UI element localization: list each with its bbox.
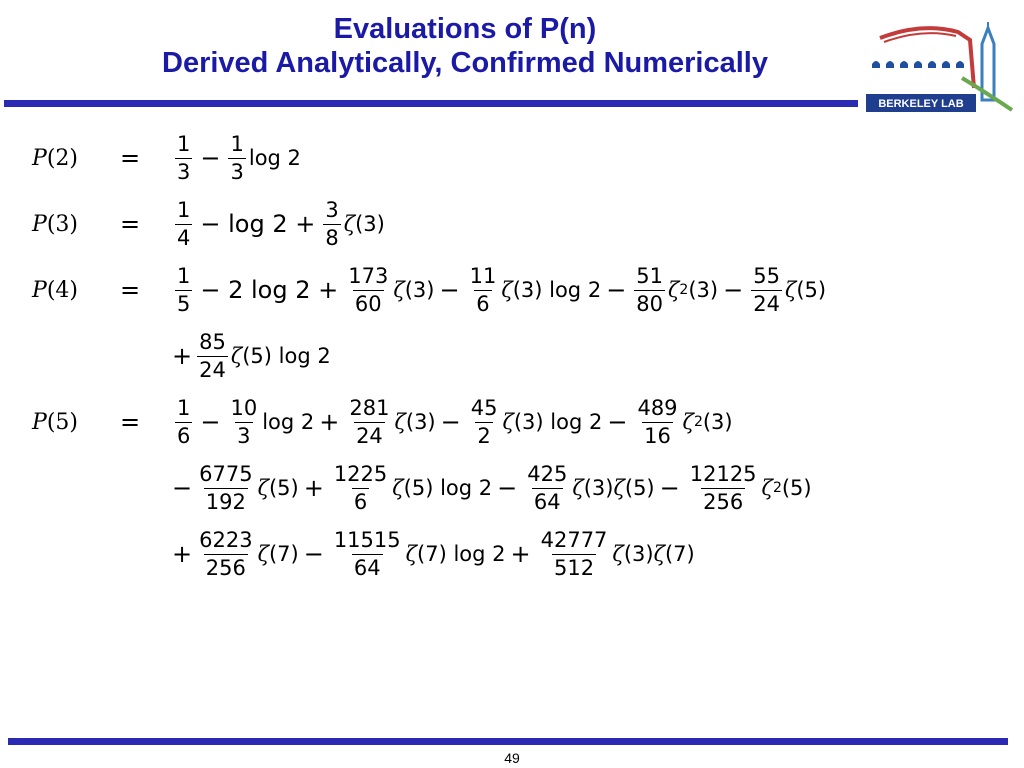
fraction: 45 2 <box>470 395 498 448</box>
zeta-symbol: ζ <box>682 410 694 434</box>
fraction: 425 64 <box>527 461 568 514</box>
equation-arg: (5) <box>46 409 78 435</box>
log-term: log 2 <box>262 410 315 434</box>
zeta-arg: (3) <box>355 212 385 236</box>
equation-arg: (2) <box>46 145 78 171</box>
equation-lhs: P (2) <box>32 126 122 190</box>
fraction: 11 6 <box>469 263 497 316</box>
zeta-symbol: ζ <box>394 410 406 434</box>
operator: − <box>440 408 461 436</box>
fraction: 1225 6 <box>333 461 388 514</box>
operator: + <box>319 408 340 436</box>
fraction: 11515 64 <box>333 527 401 580</box>
equation-rhs: + 85 24 ζ (5) log 2 <box>172 329 331 382</box>
symbol-p: P <box>32 211 47 237</box>
zeta-symbol: ζ <box>343 212 356 236</box>
page-number: 49 <box>504 750 520 766</box>
fraction: 55 24 <box>751 263 782 316</box>
slide-title: Evaluations of P(n) Derived Analytically… <box>0 12 930 80</box>
equals-sign: = <box>120 210 141 238</box>
equation-arg: (3) <box>46 211 78 237</box>
fraction: 6223 256 <box>199 527 253 580</box>
symbol-p: P <box>32 409 47 435</box>
zeta-symbol: ζ <box>784 278 797 302</box>
operator: − <box>606 276 627 304</box>
title-line-2: Derived Analytically, Confirmed Numerica… <box>162 47 768 79</box>
operator: − <box>607 408 628 436</box>
symbol-p: P <box>32 277 47 303</box>
operator: − <box>200 408 221 436</box>
equals-sign: = <box>120 144 141 172</box>
title-line-1: Evaluations of P(n) <box>333 13 597 45</box>
log-term: log 2 <box>248 146 301 170</box>
operator: − <box>497 474 518 502</box>
equation-rhs: + 6223 256 ζ (7) − 11515 64 ζ (7) log 2 + 42… <box>172 527 695 580</box>
operator: − log 2 + <box>200 210 316 238</box>
fraction: 173 60 <box>348 263 389 316</box>
operator: − <box>172 474 193 502</box>
equation-lhs: P (5) <box>32 390 122 454</box>
operator: − <box>659 474 680 502</box>
operator: − <box>200 144 221 172</box>
operator: + <box>303 474 324 502</box>
zeta-symbol: ζ <box>257 542 269 566</box>
operator: − <box>439 276 460 304</box>
zeta-symbol: ζ <box>257 476 269 500</box>
operator: − <box>303 540 324 568</box>
zeta-symbol: ζ <box>230 344 243 368</box>
symbol-p: P <box>32 145 47 171</box>
operator: + <box>172 540 193 568</box>
equation-lhs: P (3) <box>32 192 122 256</box>
zeta-symbol: ζ <box>761 476 773 500</box>
fraction: 281 24 <box>349 395 390 448</box>
logo-text: BERKELEY LAB <box>878 98 963 110</box>
zeta-symbol: ζ <box>393 278 405 302</box>
fraction: 42777 512 <box>540 527 608 580</box>
footer-rule <box>8 738 1008 745</box>
equation-rhs: − 6775 192 ζ (5) + 1225 6 ζ (5) log 2 − 425 6… <box>172 461 812 514</box>
equation-lhs: P (4) <box>32 258 122 322</box>
zeta-symbol: ζ <box>502 410 514 434</box>
berkeley-lab-logo: BERKELEY LAB <box>866 22 1014 112</box>
fraction: 12125 256 <box>689 461 757 514</box>
header-rule <box>4 100 858 107</box>
fraction: 489 16 <box>637 395 678 448</box>
fraction: 51 80 <box>634 263 666 316</box>
zeta-symbol: ζ <box>613 476 625 500</box>
zeta-symbol: ζ <box>405 542 418 566</box>
operator: − <box>723 276 744 304</box>
zeta-symbol: ζ <box>612 542 624 566</box>
zeta-symbol: ζ <box>501 278 513 302</box>
operator: − 2 log 2 + <box>200 276 339 304</box>
zeta-symbol: ζ <box>572 476 584 500</box>
fraction: 10 3 <box>230 395 258 448</box>
operator: + <box>172 342 193 370</box>
operator: + <box>510 540 531 568</box>
equation-arg: (4) <box>46 277 78 303</box>
fraction: 6775 192 <box>199 461 253 514</box>
zeta-symbol: ζ <box>653 542 665 566</box>
zeta-symbol: ζ <box>392 476 404 500</box>
fraction: 85 24 <box>197 329 228 382</box>
equals-sign: = <box>120 408 141 436</box>
zeta-symbol: ζ <box>668 278 680 302</box>
equals-sign: = <box>120 276 141 304</box>
